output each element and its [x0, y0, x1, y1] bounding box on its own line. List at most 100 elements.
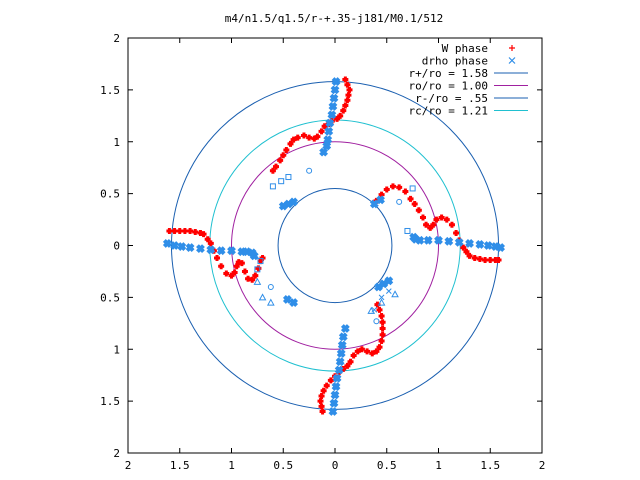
data-point — [350, 352, 357, 359]
data-point — [327, 377, 334, 384]
series-1 — [162, 77, 506, 416]
y-tick-label: 0.5 — [100, 188, 120, 201]
data-point — [334, 365, 344, 375]
circle-2 — [277, 187, 393, 304]
data-point — [328, 407, 338, 416]
y-tick-label: 2 — [113, 32, 120, 45]
x-tick-label: 2 — [125, 459, 132, 472]
legend-symbol — [509, 45, 515, 51]
data-point — [289, 197, 299, 207]
data-point — [448, 221, 455, 228]
data-point — [337, 340, 347, 350]
data-point — [318, 403, 325, 410]
y-tick-label: 1.5 — [100, 395, 120, 408]
marker-square — [409, 185, 416, 192]
legend-label: r+/ro = 1.58 — [409, 67, 488, 80]
data-point — [200, 231, 207, 238]
data-point — [346, 86, 353, 93]
data-point — [344, 362, 351, 369]
x-tick-label: 0.5 — [377, 459, 397, 472]
data-point — [463, 248, 470, 255]
marker-triangle — [258, 293, 267, 301]
data-point — [324, 126, 334, 136]
data-point — [320, 387, 327, 394]
marker-circle — [373, 318, 380, 325]
data-point — [453, 230, 460, 237]
data-point — [330, 85, 340, 95]
data-point — [465, 239, 474, 248]
data-point — [216, 246, 226, 256]
data-point — [430, 221, 437, 228]
data-point — [443, 216, 450, 223]
data-point — [306, 134, 313, 141]
data-point — [170, 241, 179, 250]
data-point — [491, 242, 500, 251]
data-point — [402, 188, 409, 195]
data-point — [277, 157, 284, 164]
marker-triangle — [367, 306, 376, 314]
y-tick-label: 0.5 — [100, 291, 120, 304]
data-point — [231, 269, 238, 276]
y-tick-label: 1 — [113, 343, 120, 356]
marker-square — [278, 178, 285, 185]
data-point — [249, 276, 256, 283]
data-point — [319, 408, 326, 415]
data-series — [162, 76, 506, 416]
data-point — [321, 123, 328, 130]
legend-label: rc/ro = 1.21 — [409, 105, 488, 118]
data-point — [331, 77, 341, 86]
data-point — [444, 236, 454, 246]
marker-square — [269, 183, 276, 190]
data-point — [196, 244, 205, 254]
data-point — [342, 102, 349, 109]
data-point — [273, 163, 280, 170]
x-tick-label: 1 — [228, 459, 235, 472]
data-point — [325, 118, 335, 128]
data-point — [289, 298, 299, 307]
legend-label: W phase — [442, 42, 488, 55]
data-point — [328, 102, 338, 111]
data-point — [207, 240, 214, 247]
data-point — [379, 325, 386, 332]
data-point — [329, 93, 339, 103]
data-point — [376, 195, 385, 205]
x-tick-label: 1 — [435, 459, 442, 472]
data-point — [396, 184, 403, 191]
marker-circle — [396, 198, 403, 205]
data-point — [300, 132, 307, 139]
data-point — [332, 373, 342, 383]
data-point — [460, 244, 467, 251]
chart-title: m4/n1.5/q1.5/r-+.35-j181/M0.1/512 — [225, 12, 444, 25]
x-tick-label: 0 — [332, 459, 339, 472]
data-point — [282, 295, 292, 304]
data-point — [317, 398, 324, 405]
data-point — [384, 276, 394, 286]
data-point — [177, 242, 187, 251]
data-point — [483, 241, 493, 250]
data-point — [342, 76, 349, 83]
data-point — [233, 263, 240, 270]
data-point — [407, 195, 414, 202]
data-point — [330, 390, 340, 400]
series-0 — [166, 76, 502, 415]
data-point — [344, 81, 351, 88]
data-point — [354, 348, 361, 355]
data-point — [358, 346, 365, 353]
marker-square — [254, 266, 261, 273]
data-point — [166, 227, 173, 234]
data-point — [223, 270, 230, 277]
data-point — [492, 257, 499, 264]
data-point — [415, 207, 422, 214]
data-point — [482, 257, 489, 264]
data-point — [340, 324, 350, 333]
y-tick-label: 1 — [113, 136, 120, 149]
marker-circle — [267, 284, 274, 290]
data-point — [379, 331, 386, 338]
data-point — [327, 110, 337, 120]
circle-3 — [209, 119, 461, 372]
data-point — [423, 221, 430, 228]
data-point — [340, 107, 347, 114]
data-point — [214, 254, 221, 261]
data-point — [284, 199, 293, 209]
